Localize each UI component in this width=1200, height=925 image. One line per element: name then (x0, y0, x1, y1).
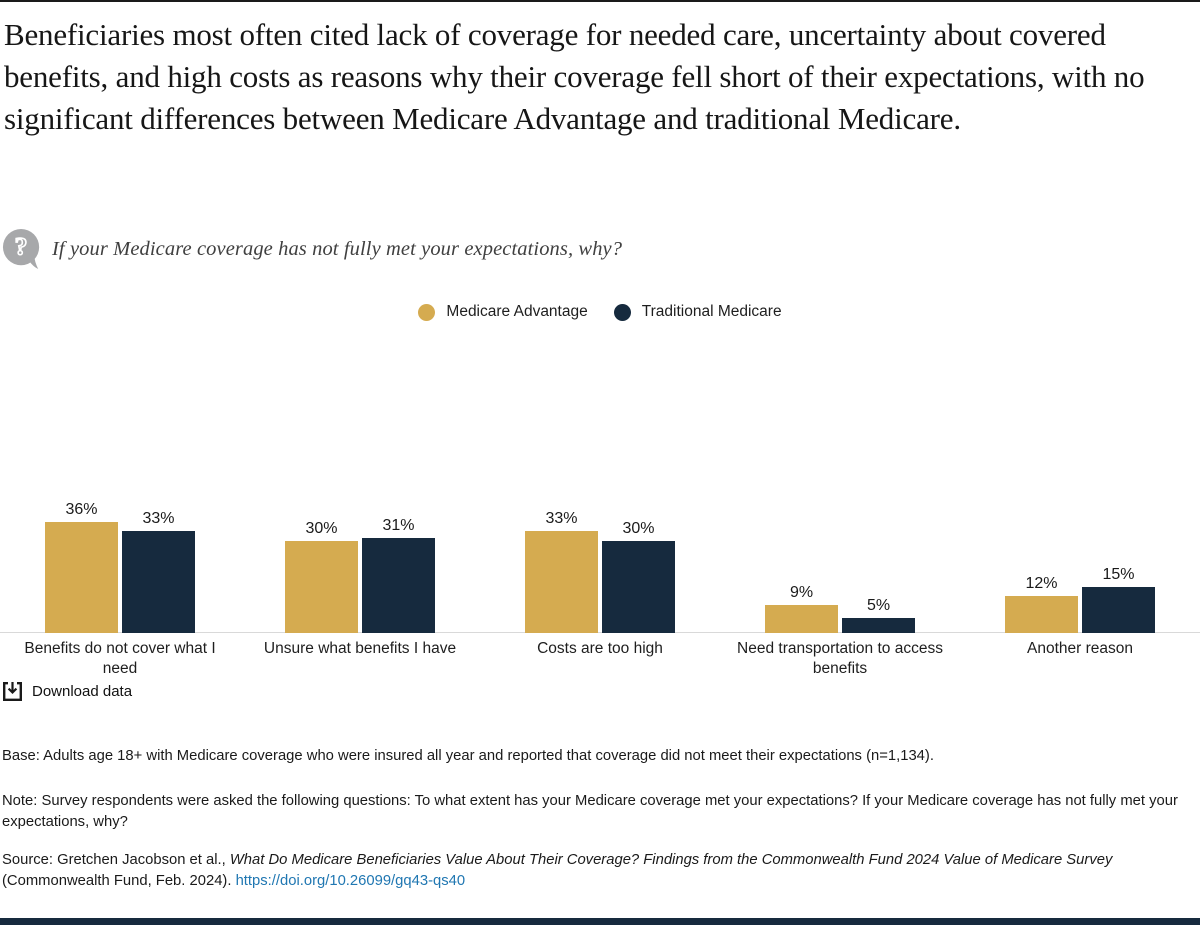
bar-column: 15% (1082, 566, 1155, 633)
bar-group: 30% 31% (240, 488, 480, 633)
bar-group: 33% 30% (480, 488, 720, 633)
bar-column: 30% (602, 520, 675, 633)
bar-column: 33% (122, 510, 195, 633)
bar-column: 36% (45, 501, 118, 633)
category-label: Costs are too high (537, 640, 663, 657)
category-label: Benefits do not cover what I need (24, 640, 216, 677)
bar-medicare-advantage[interactable] (525, 531, 598, 633)
category-label: Another reason (1027, 640, 1133, 657)
bar-value-label: 31% (382, 517, 415, 534)
question-bubble-icon: ? (2, 229, 40, 269)
category-axis: Benefits do not cover what I need Unsure … (0, 633, 1200, 679)
source-prefix: Source: Gretchen Jacobson et al., (2, 852, 230, 868)
top-border (0, 0, 1200, 2)
bar-column: 33% (525, 510, 598, 633)
bar-medicare-advantage[interactable] (765, 605, 838, 633)
bar-traditional-medicare[interactable] (362, 538, 435, 633)
bar-value-label: 33% (142, 510, 175, 527)
bar-medicare-advantage[interactable] (45, 522, 118, 633)
source-note: Source: Gretchen Jacobson et al., What D… (2, 850, 1194, 893)
bar-group: 12% 15% (960, 488, 1200, 633)
svg-text:?: ? (15, 232, 28, 261)
source-title: What Do Medicare Beneficiaries Value Abo… (229, 852, 1113, 868)
bar-traditional-medicare[interactable] (602, 541, 675, 633)
bar-column: 9% (765, 584, 838, 633)
legend-item-traditional-medicare: Traditional Medicare (613, 303, 782, 321)
legend-label: Medicare Advantage (446, 303, 588, 320)
bar-value-label: 36% (65, 501, 98, 518)
legend-label: Traditional Medicare (641, 303, 782, 320)
survey-note: Note: Survey respondents were asked the … (2, 793, 1178, 831)
bar-value-label: 30% (305, 520, 338, 537)
bar-value-label: 9% (789, 584, 814, 601)
legend-dot-navy-icon (613, 303, 631, 321)
bar-value-label: 30% (622, 520, 655, 537)
bar-traditional-medicare[interactable] (1082, 587, 1155, 633)
bar-medicare-advantage[interactable] (1005, 596, 1078, 633)
download-label: Download data (32, 683, 133, 700)
chart-legend: Medicare Advantage Traditional Medicare (0, 303, 1200, 321)
base-note: Base: Adults age 18+ with Medicare cover… (2, 748, 934, 764)
source-suffix: (Commonwealth Fund, Feb. 2024). (2, 873, 236, 890)
survey-question-row: ? If your Medicare coverage has not full… (2, 228, 622, 270)
bar-value-label: 5% (866, 597, 891, 614)
bar-column: 5% (842, 597, 915, 633)
doi-link[interactable]: https://doi.org/10.26099/gq43-qs40 (235, 873, 466, 890)
bar-chart-plot: 36% 33% 30% 31% 33% 30% 9% 5% 12% 15% (0, 488, 1200, 633)
page-title: Beneficiaries most often cited lack of c… (4, 17, 1145, 137)
bar-column: 31% (362, 517, 435, 633)
download-data-link[interactable]: Download data (2, 681, 132, 702)
bar-chart: 36% 33% 30% 31% 33% 30% 9% 5% 12% 15% Benefits do… (0, 488, 1200, 679)
bottom-accent-bar (0, 918, 1200, 925)
category-label: Unsure what benefits I have (263, 640, 457, 657)
bar-group: 9% 5% (720, 488, 960, 633)
legend-dot-gold-icon (418, 303, 436, 321)
download-icon (3, 682, 22, 701)
survey-question-text: If your Medicare coverage has not fully … (52, 237, 623, 260)
bar-traditional-medicare[interactable] (122, 531, 195, 633)
bar-column: 30% (285, 520, 358, 633)
bar-column: 12% (1005, 575, 1078, 633)
bar-value-label: 15% (1102, 566, 1135, 583)
bar-value-label: 12% (1025, 575, 1058, 592)
bar-value-label: 33% (545, 510, 578, 527)
legend-item-medicare-advantage: Medicare Advantage (418, 303, 588, 321)
category-label: Need transportation to access benefits (737, 640, 943, 677)
bar-group: 36% 33% (0, 488, 240, 633)
bar-traditional-medicare[interactable] (842, 618, 915, 633)
bar-medicare-advantage[interactable] (285, 541, 358, 633)
